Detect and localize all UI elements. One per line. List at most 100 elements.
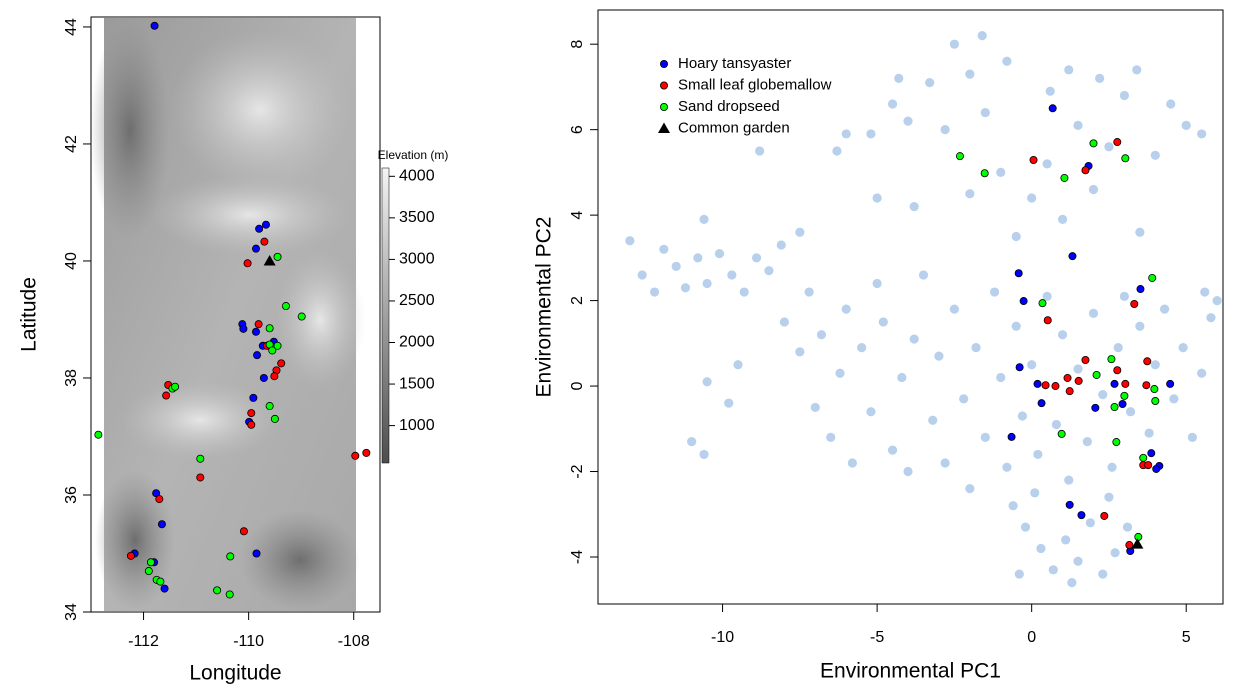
- x-axis-label: Longitude: [189, 662, 281, 685]
- background-point: [1104, 493, 1113, 502]
- point: [278, 360, 285, 367]
- background-point: [752, 253, 761, 262]
- point: [1008, 433, 1015, 440]
- point: [1119, 400, 1126, 407]
- background-point: [866, 129, 875, 138]
- background-point: [950, 305, 959, 314]
- background-point: [842, 305, 851, 314]
- point: [1114, 367, 1121, 374]
- point: [271, 373, 278, 380]
- background-point: [638, 270, 647, 279]
- background-point: [1098, 390, 1107, 399]
- point: [1052, 382, 1059, 389]
- point: [1058, 430, 1065, 437]
- point: [1039, 300, 1046, 307]
- background-point: [1021, 522, 1030, 531]
- point: [171, 383, 178, 390]
- background-point: [1009, 501, 1018, 510]
- background-point: [919, 270, 928, 279]
- point: [1016, 364, 1023, 371]
- point: [157, 578, 164, 585]
- colorbar: [382, 168, 389, 463]
- colorbar-tick-label: 3000: [399, 251, 435, 268]
- background-point: [832, 146, 841, 155]
- point: [1126, 541, 1133, 548]
- point: [1042, 382, 1049, 389]
- triangle-marker: [1131, 538, 1143, 549]
- background-point: [1073, 557, 1082, 566]
- point: [145, 567, 152, 574]
- background-point: [996, 168, 1005, 177]
- background-point: [699, 450, 708, 459]
- point: [1167, 380, 1174, 387]
- background-point: [1046, 87, 1055, 96]
- background-point: [1036, 544, 1045, 553]
- point: [1061, 174, 1068, 181]
- point: [252, 328, 259, 335]
- point: [956, 153, 963, 160]
- point: [260, 374, 267, 381]
- background-point: [811, 403, 820, 412]
- y-tick-label: 44: [63, 18, 80, 36]
- background-point: [978, 31, 987, 40]
- point: [1145, 462, 1152, 469]
- background-point: [1012, 322, 1021, 331]
- background-point: [805, 287, 814, 296]
- background-point: [733, 360, 742, 369]
- background-point: [1002, 463, 1011, 472]
- legend-marker: [660, 82, 667, 89]
- background-point: [888, 446, 897, 455]
- background-point: [1012, 232, 1021, 241]
- background-point: [817, 330, 826, 339]
- point: [1044, 317, 1051, 324]
- background-point: [625, 236, 634, 245]
- point: [1153, 465, 1160, 472]
- background-point: [1126, 407, 1135, 416]
- point: [240, 325, 247, 332]
- background-point: [740, 287, 749, 296]
- background-point: [857, 343, 866, 352]
- point: [127, 552, 134, 559]
- point: [1101, 512, 1108, 519]
- background-point: [1120, 91, 1129, 100]
- y-tick-label: 34: [63, 603, 80, 621]
- background-point: [1089, 309, 1098, 318]
- point: [282, 302, 289, 309]
- background-point: [941, 458, 950, 467]
- y-tick-label: 8: [569, 40, 586, 49]
- point: [1122, 380, 1129, 387]
- background-point: [755, 146, 764, 155]
- y-tick-label: 6: [569, 125, 586, 134]
- point: [1111, 380, 1118, 387]
- background-point: [1166, 99, 1175, 108]
- background-point: [1030, 488, 1039, 497]
- background-point: [1111, 548, 1120, 557]
- background-point: [1083, 437, 1092, 446]
- point: [240, 528, 247, 535]
- background-point: [724, 399, 733, 408]
- point: [161, 585, 168, 592]
- x-tick-label: 0: [1027, 629, 1036, 646]
- point: [1066, 501, 1073, 508]
- background-point: [687, 437, 696, 446]
- background-point: [715, 249, 724, 258]
- y-tick-label: 42: [63, 135, 80, 153]
- background-point: [795, 347, 804, 356]
- point: [252, 245, 259, 252]
- background-point: [848, 458, 857, 467]
- background-point: [1179, 343, 1188, 352]
- point: [1075, 377, 1082, 384]
- background-point: [795, 228, 804, 237]
- point: [250, 394, 257, 401]
- background-point: [1049, 565, 1058, 574]
- point: [274, 253, 281, 260]
- legend-label: Small leaf globemallow: [678, 76, 832, 93]
- background-point: [1064, 475, 1073, 484]
- point: [1113, 438, 1120, 445]
- point: [226, 591, 233, 598]
- x-tick-label: 5: [1182, 629, 1191, 646]
- point: [1131, 300, 1138, 307]
- background-point: [965, 70, 974, 79]
- background-point: [1151, 151, 1160, 160]
- point: [1038, 400, 1045, 407]
